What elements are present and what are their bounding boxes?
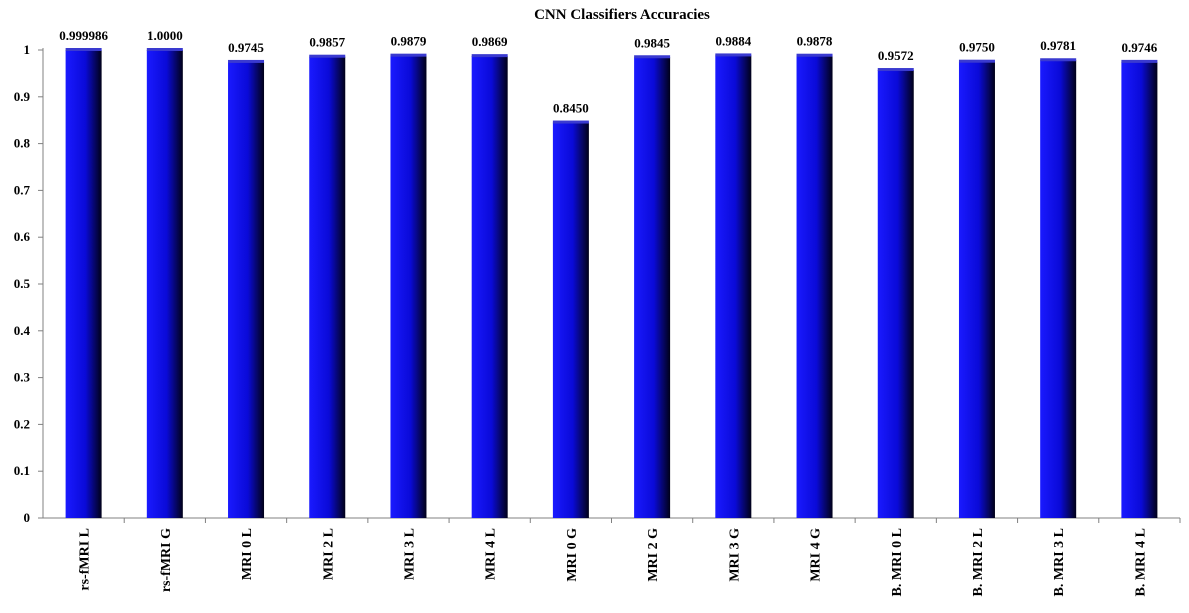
bar-top [309, 54, 346, 58]
bar [634, 57, 671, 519]
data-label: 0.9845 [634, 35, 670, 50]
data-label: 0.9781 [1040, 38, 1076, 53]
bar [146, 50, 183, 518]
y-tick-label: 0.6 [14, 229, 31, 244]
x-tick-label: MRI 3 G [727, 528, 742, 582]
x-tick-label: MRI 4 L [484, 528, 499, 580]
bar [1121, 61, 1158, 518]
x-tick-label: MRI 4 G [809, 528, 824, 582]
bar-top [877, 68, 914, 72]
data-label: 1.0000 [147, 28, 183, 43]
bar [228, 61, 265, 519]
data-label: 0.9750 [959, 40, 995, 55]
y-tick-label: 0 [24, 510, 31, 525]
data-label: 0.999986 [59, 28, 108, 43]
bar [877, 70, 914, 519]
x-tick-label: B. MRI 4 L [1133, 528, 1148, 596]
bar-top [1040, 58, 1077, 62]
data-label: 0.9884 [715, 33, 751, 48]
bar-top [146, 48, 183, 51]
y-tick-label: 0.4 [14, 323, 31, 338]
data-label: 0.9869 [472, 34, 508, 49]
data-label: 0.9857 [309, 35, 345, 50]
data-label: 0.9878 [797, 34, 833, 49]
bar [715, 55, 752, 518]
bar [390, 55, 427, 518]
x-tick-label: rs-fMRI L [78, 528, 93, 591]
y-tick-label: 0.7 [14, 182, 31, 197]
data-label: 0.9572 [878, 48, 914, 63]
bar-top [228, 59, 265, 63]
axes: 0 0.1 0.2 0.3 0.4 0.5 0.6 0.7 0.8 0.9 1 [14, 42, 1181, 525]
y-tick-label: 1 [24, 42, 31, 57]
bar-top [1121, 59, 1158, 63]
bar-top [634, 55, 671, 59]
x-tick-label: MRI 3 L [402, 528, 417, 580]
data-label: 0.9745 [228, 40, 264, 55]
y-tick-label: 0.5 [14, 276, 31, 291]
data-label: 0.9746 [1122, 40, 1158, 55]
bar-top [958, 59, 995, 63]
bar-top [65, 48, 102, 52]
bar-top [552, 120, 589, 124]
x-tick-label: rs-fMRI G [159, 528, 174, 592]
y-tick-label: 0.8 [14, 136, 31, 151]
y-tick-label: 0.3 [14, 370, 31, 385]
bar-top [390, 53, 427, 57]
bar [65, 50, 102, 518]
bar-top [715, 53, 752, 57]
x-tick-label: B. MRI 2 L [971, 528, 986, 596]
chart-title: CNN Classifiers Accuracies [534, 7, 710, 23]
bar [471, 56, 508, 518]
bars [65, 48, 1158, 519]
x-tick-label: MRI 2 G [646, 528, 661, 582]
x-tick-label: B. MRI 3 L [1052, 528, 1067, 596]
data-label: 0.9879 [391, 34, 427, 49]
x-tick-label: MRI 0 L [240, 528, 255, 580]
x-tick-label: B. MRI 0 L [890, 528, 905, 596]
data-labels: 0.999986 1.0000 0.9745 0.9857 0.9879 0.9869 0.… [59, 28, 1158, 116]
data-label: 0.8450 [553, 101, 589, 116]
x-tick-label: MRI 2 L [321, 528, 336, 580]
y-tick-label: 0.9 [14, 89, 31, 104]
bar-top [796, 53, 833, 57]
bar [796, 55, 833, 519]
bar [958, 61, 995, 518]
bar [1040, 60, 1077, 518]
y-tick-label: 0.1 [14, 463, 30, 478]
bar [309, 56, 346, 519]
y-tick-label: 0.2 [14, 416, 30, 431]
bar-top [471, 54, 508, 58]
x-tick-labels: rs-fMRI L rs-fMRI G MRI 0 L MRI 2 L MRI 3 L M… [78, 528, 1149, 597]
bar [552, 122, 589, 518]
x-tick-label: MRI 0 G [565, 528, 580, 582]
